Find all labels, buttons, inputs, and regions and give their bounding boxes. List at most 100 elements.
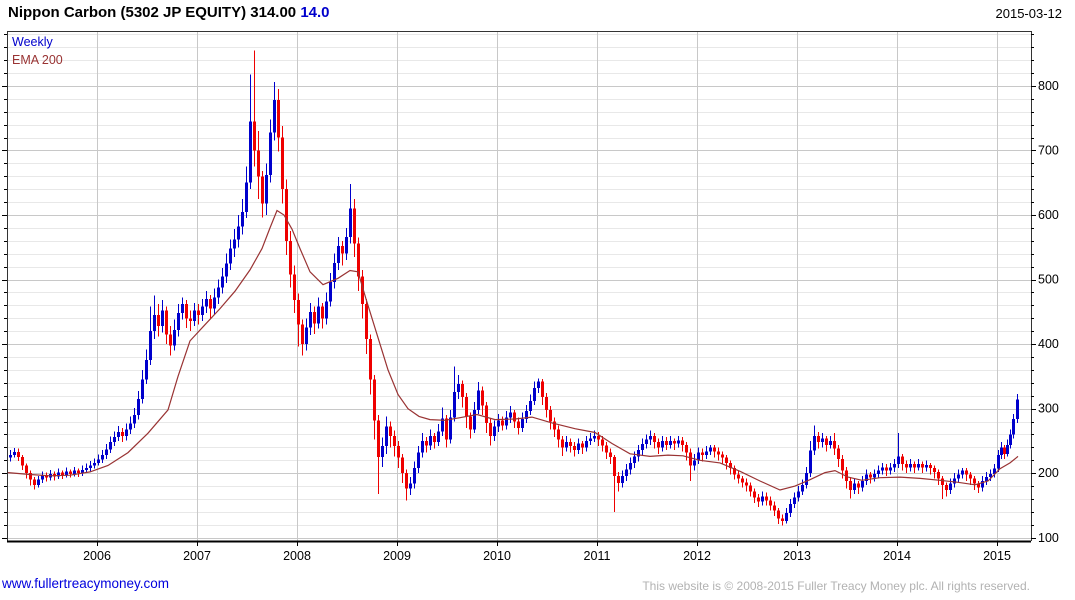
price-bar-body xyxy=(461,384,464,398)
price-bar-body xyxy=(537,381,540,388)
price-bar-body xyxy=(325,301,328,319)
copyright-notice: This website is © 2008-2015 Fuller Treac… xyxy=(642,579,1030,593)
site-link[interactable]: www.fullertreacymoney.com xyxy=(2,576,170,591)
price-bar-body xyxy=(565,442,568,448)
price-bar-body xyxy=(665,440,668,445)
price-bar-body xyxy=(973,478,976,484)
price-bar-body xyxy=(129,423,132,430)
price-bar-body xyxy=(73,470,76,474)
price-bar-body xyxy=(349,208,352,237)
price-bar-body xyxy=(113,437,116,443)
price-bar-body xyxy=(729,462,732,469)
price-bar-body xyxy=(861,480,864,488)
price-bar-body xyxy=(297,300,300,325)
instrument-title: Nippon Carbon (5302 JP EQUITY) 314.00 xyxy=(8,4,297,21)
price-bar-body xyxy=(805,473,808,485)
price-bar-body xyxy=(421,440,424,453)
price-bar-body xyxy=(313,311,316,324)
price-bar-body xyxy=(813,435,816,451)
price-bar-body xyxy=(865,474,868,481)
price-bar-body xyxy=(965,470,968,475)
price-bar-body xyxy=(957,474,960,479)
price-bar-body xyxy=(369,338,372,380)
price-bar-body xyxy=(825,438,828,445)
price-bar-body xyxy=(829,440,832,445)
price-bar-body xyxy=(793,497,796,505)
x-axis-label: 2012 xyxy=(683,549,711,563)
price-bar-body xyxy=(1006,444,1009,454)
price-bar-body xyxy=(137,398,140,416)
x-axis-label: 2008 xyxy=(283,549,311,563)
y-axis-label: 400 xyxy=(1038,337,1059,351)
x-axis-label: 2013 xyxy=(783,549,811,563)
price-bar-body xyxy=(725,457,728,463)
x-axis-label: 2014 xyxy=(883,549,911,563)
price-bar-body xyxy=(381,446,384,458)
price-bar-body xyxy=(417,452,420,469)
price-bar-body xyxy=(933,468,936,472)
price-bar-body xyxy=(201,306,204,316)
price-bar-body xyxy=(493,426,496,436)
price-bar-body xyxy=(569,442,572,447)
y-axis-label: 500 xyxy=(1038,273,1059,287)
price-bar-body xyxy=(281,137,284,190)
x-axis-label: 2007 xyxy=(183,549,211,563)
price-bar-body xyxy=(441,418,444,432)
price-bar-body xyxy=(57,472,60,477)
price-bar-body xyxy=(873,473,876,478)
price-bar-body xyxy=(997,455,1000,469)
price-bar-body xyxy=(733,468,736,475)
price-change: 14.0 xyxy=(300,4,330,21)
y-axis-label: 600 xyxy=(1038,208,1059,222)
price-bar-body xyxy=(717,451,720,455)
price-bar-body xyxy=(105,449,108,456)
price-bar-body xyxy=(877,470,880,474)
price-bar-body xyxy=(661,440,664,448)
price-bar-body xyxy=(477,390,480,410)
price-bar-body xyxy=(989,473,992,478)
price-bar-body xyxy=(613,457,616,476)
price-bar-body xyxy=(373,379,376,421)
price-bar-body xyxy=(769,500,772,506)
price-bar-body xyxy=(69,471,72,474)
price-bar-body xyxy=(121,431,124,436)
price-bar-body xyxy=(169,334,172,346)
chart-date: 2015-03-12 xyxy=(995,6,1063,21)
price-bar-body xyxy=(29,473,32,480)
price-bar-body xyxy=(469,416,472,430)
price-bar-body xyxy=(397,446,400,458)
gridlines-major xyxy=(7,86,1031,539)
price-bar-body xyxy=(937,471,940,479)
price-bar-body xyxy=(157,315,160,327)
price-bar-body xyxy=(233,239,236,249)
price-bar-body xyxy=(405,473,408,489)
price-bar-body xyxy=(869,474,872,478)
price-bar-body xyxy=(37,479,40,485)
price-bar-body xyxy=(1012,418,1015,435)
price-bar-body xyxy=(277,100,280,138)
price-bar-body xyxy=(393,435,396,447)
price-bar-body xyxy=(969,474,972,479)
price-bar-body xyxy=(449,417,452,440)
price-bar-body xyxy=(929,464,932,469)
price-bar-body xyxy=(133,415,136,424)
price-bar-body xyxy=(849,480,852,490)
price-bar-body xyxy=(917,464,920,468)
price-bar-body xyxy=(485,405,488,423)
price-bar-body xyxy=(621,475,624,483)
x-axis-label: 2010 xyxy=(483,549,511,563)
y-axis-label: 300 xyxy=(1038,402,1059,416)
price-bar-body xyxy=(497,420,500,427)
price-bar-body xyxy=(473,409,476,430)
price-bar-body xyxy=(573,446,576,450)
price-bar-body xyxy=(625,469,628,476)
price-bar-body xyxy=(557,429,560,440)
price-bar-body xyxy=(245,182,248,212)
x-axis-label: 2006 xyxy=(83,549,111,563)
price-bar-body xyxy=(889,467,892,471)
y-axis-labels: 100 200 300 400 500 600 700 800 xyxy=(1038,79,1059,545)
price-bar-body xyxy=(509,412,512,418)
price-bar-body xyxy=(977,483,980,488)
price-bar-body xyxy=(205,298,208,307)
price-bar-body xyxy=(453,391,456,418)
